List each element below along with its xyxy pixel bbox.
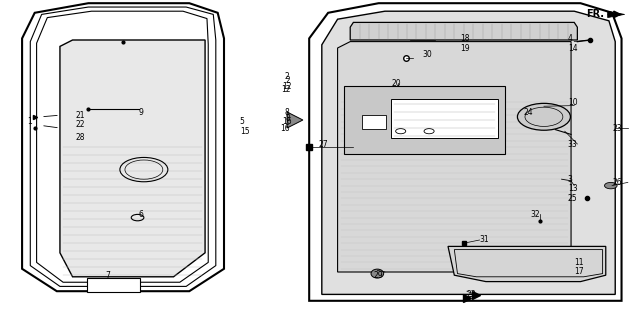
Polygon shape	[344, 86, 505, 154]
Text: 8: 8	[285, 108, 290, 116]
Text: 2: 2	[285, 76, 290, 84]
Polygon shape	[391, 99, 498, 138]
Text: 22: 22	[76, 120, 85, 129]
FancyBboxPatch shape	[87, 278, 140, 292]
Polygon shape	[309, 3, 622, 301]
Text: 14: 14	[568, 44, 577, 52]
Text: 26: 26	[612, 178, 622, 187]
Polygon shape	[338, 42, 571, 272]
Text: 12: 12	[282, 82, 292, 91]
Text: 7: 7	[105, 271, 110, 280]
Polygon shape	[287, 112, 303, 128]
Polygon shape	[322, 11, 615, 294]
Polygon shape	[350, 22, 577, 40]
Text: 12: 12	[281, 85, 290, 94]
Text: 23: 23	[467, 290, 476, 299]
Text: FR.: FR.	[586, 9, 604, 20]
Polygon shape	[22, 3, 224, 291]
Text: 17: 17	[574, 268, 584, 276]
Text: 27: 27	[319, 140, 328, 148]
Text: 13: 13	[568, 184, 577, 193]
Polygon shape	[60, 40, 205, 277]
Polygon shape	[448, 246, 606, 282]
Text: 15: 15	[240, 127, 249, 136]
Text: 6: 6	[139, 210, 144, 219]
Text: 33: 33	[568, 140, 577, 148]
Text: 31: 31	[480, 236, 489, 244]
Text: 23: 23	[612, 124, 622, 132]
Text: 25: 25	[568, 194, 577, 203]
Text: 30: 30	[423, 50, 432, 59]
Text: 4: 4	[568, 34, 573, 43]
Circle shape	[517, 103, 570, 130]
Polygon shape	[608, 11, 625, 18]
Text: 16: 16	[282, 117, 292, 126]
Text: 8: 8	[285, 114, 290, 123]
Text: 11: 11	[574, 258, 584, 267]
Text: 19: 19	[461, 44, 470, 52]
Ellipse shape	[371, 269, 384, 278]
Text: 10: 10	[568, 98, 577, 107]
FancyBboxPatch shape	[362, 115, 386, 129]
Text: 29: 29	[374, 271, 384, 280]
Circle shape	[604, 182, 617, 189]
Text: 21: 21	[76, 111, 85, 120]
Text: 2: 2	[285, 72, 290, 81]
Text: 32: 32	[530, 210, 540, 219]
Text: 28: 28	[76, 133, 85, 142]
Text: 3: 3	[568, 175, 573, 184]
Text: 5: 5	[240, 117, 245, 126]
Text: 9: 9	[139, 108, 144, 116]
Text: 18: 18	[461, 34, 470, 43]
Text: 1: 1	[27, 117, 32, 126]
Text: 20: 20	[391, 79, 401, 88]
Text: 16: 16	[281, 124, 290, 132]
Text: 24: 24	[524, 108, 533, 116]
